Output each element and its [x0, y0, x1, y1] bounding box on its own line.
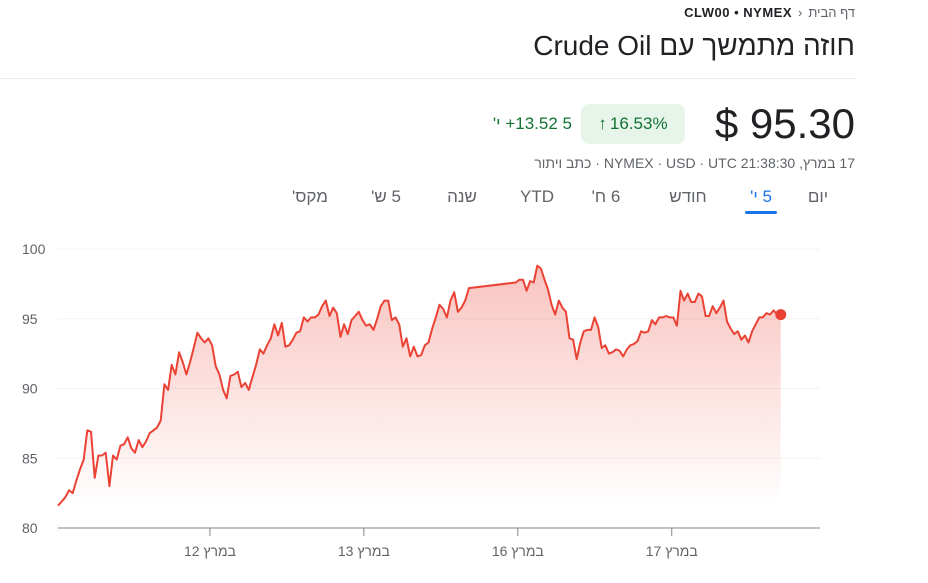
- change-period: 5 י': [492, 114, 572, 133]
- price-line: [57, 264, 781, 507]
- breadcrumb-symbol: CLW00 • NYMEX: [684, 5, 792, 20]
- divider: [0, 78, 855, 79]
- tab-month[interactable]: חודש: [669, 187, 707, 206]
- tab-day[interactable]: יום: [807, 187, 829, 206]
- price-area: [58, 265, 781, 506]
- page-title: חוזה מתמשך עם Crude Oil: [533, 30, 855, 61]
- breadcrumb-home-link[interactable]: דף הבית: [808, 5, 855, 20]
- y-tick-label: 90: [22, 381, 38, 397]
- tab-6-months[interactable]: 6 ח': [591, 187, 621, 206]
- x-tick-label: 13 במרץ: [338, 543, 390, 559]
- y-tick-label: 85: [22, 450, 38, 466]
- change-absolute: +13.52 5 י': [493, 114, 572, 134]
- active-tab-indicator: [745, 211, 777, 214]
- x-tick-label: 17 במרץ: [646, 543, 698, 559]
- current-price: $ 95.30: [714, 100, 855, 147]
- tab-5-years[interactable]: 5 ש': [371, 187, 401, 206]
- last-price-dot: [775, 309, 787, 321]
- chevron-left-icon: ‹: [798, 5, 803, 20]
- price-chart[interactable]: 80 85 90 95 100 12 במרץ 13 במרץ 16 במרץ 17 במרץ: [0, 230, 928, 583]
- change-percent-badge: ↑ 16.53%: [581, 104, 685, 144]
- tab-5-days[interactable]: 5 י': [750, 187, 772, 206]
- tab-year[interactable]: שנה: [447, 187, 477, 206]
- change-percent: 16.53%: [609, 114, 668, 133]
- y-tick-label: 95: [22, 311, 38, 327]
- x-tick-label: 16 במרץ: [492, 543, 544, 559]
- y-tick-label: 100: [22, 241, 46, 257]
- tab-max[interactable]: מקס': [292, 187, 328, 206]
- x-tick-label: 12 במרץ: [184, 543, 236, 559]
- arrow-up-icon: ↑: [598, 114, 607, 133]
- quote-info: 17 במרץ, 21:38:30 NYMEX · USD · UTC · כת…: [534, 155, 855, 171]
- tab-ytd[interactable]: YTD: [520, 187, 554, 206]
- y-tick-label: 80: [22, 520, 38, 536]
- change-value: +13.52: [505, 114, 558, 133]
- breadcrumb: דף הבית ‹ CLW00 • NYMEX: [684, 5, 855, 20]
